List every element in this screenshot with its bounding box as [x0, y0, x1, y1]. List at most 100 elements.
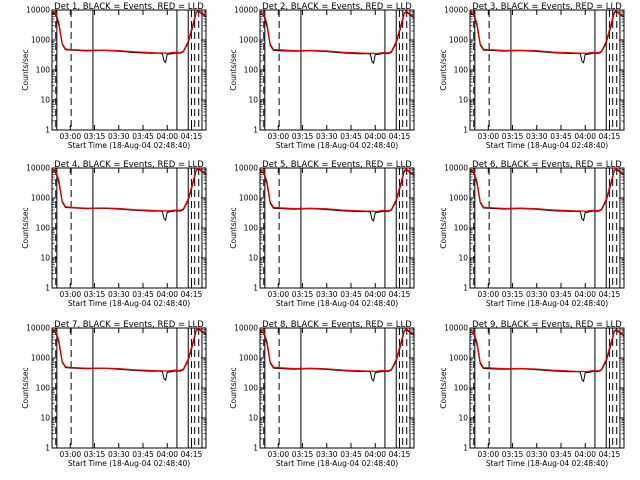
x-axis-label: Start Time (18-Aug-04 02:48:40) [486, 459, 608, 468]
y-tick-label: 10 [458, 96, 468, 105]
panel-title: Det 8, BLACK = Events, RED = LLD [262, 320, 412, 330]
x-tick-label: 04:15 [599, 290, 621, 299]
y-tick-label: 10000 [444, 6, 468, 15]
y-tick-label: 10 [40, 254, 50, 263]
x-tick-label: 04:15 [389, 132, 411, 141]
x-tick-label: 03:30 [526, 290, 548, 299]
panel-title: Det 7, BLACK = Events, RED = LLD [54, 320, 204, 330]
x-tick-label: 03:00 [267, 132, 289, 141]
x-axis-label: Start Time (18-Aug-04 02:48:40) [486, 299, 608, 308]
y-tick-label: 1 [253, 284, 258, 293]
lld-series-line [51, 9, 207, 54]
x-tick-label: 04:15 [389, 290, 411, 299]
lld-series-line [51, 327, 207, 372]
plot-frame [259, 9, 415, 131]
y-tick-label: 10000 [26, 164, 50, 173]
panel-title: Det 9, BLACK = Events, RED = LLD [472, 320, 622, 330]
y-tick-label: 100 [36, 66, 51, 75]
x-tick-label: 03:30 [316, 290, 338, 299]
x-tick-label: 04:00 [574, 450, 596, 459]
detector-panel: Det 9, BLACK = Events, RED = LLD 1 10 100 10… [439, 320, 625, 468]
y-axis-label: Counts/sec [21, 367, 30, 408]
y-tick-label: 10000 [234, 6, 258, 15]
plot-frame [51, 167, 207, 289]
y-tick-label: 1 [463, 444, 468, 453]
y-tick-label: 10 [248, 414, 258, 423]
y-tick-label: 1000 [449, 194, 468, 203]
x-tick-label: 03:45 [550, 290, 572, 299]
y-tick-label: 10 [248, 254, 258, 263]
x-tick-label: 03:30 [316, 450, 338, 459]
x-axis-label: Start Time (18-Aug-04 02:48:40) [276, 299, 398, 308]
x-tick-label: 03:15 [502, 290, 524, 299]
x-tick-label: 03:30 [108, 290, 130, 299]
y-tick-label: 100 [36, 384, 51, 393]
y-tick-label: 100 [244, 224, 259, 233]
events-series-line [469, 168, 625, 222]
y-tick-label: 100 [454, 66, 469, 75]
x-tick-label: 03:45 [132, 132, 154, 141]
x-tick-label: 04:00 [156, 132, 178, 141]
y-tick-label: 1 [45, 126, 50, 135]
x-tick-label: 04:00 [574, 132, 596, 141]
x-axis-label: Start Time (18-Aug-04 02:48:40) [486, 141, 608, 150]
x-tick-label: 03:30 [108, 132, 130, 141]
x-tick-label: 03:45 [340, 450, 362, 459]
y-axis-label: Counts/sec [439, 49, 448, 90]
y-tick-label: 1000 [449, 36, 468, 45]
events-series-line [259, 11, 415, 65]
x-tick-label: 03:45 [132, 450, 154, 459]
x-tick-label: 03:30 [526, 132, 548, 141]
x-tick-label: 03:00 [59, 132, 81, 141]
x-tick-label: 03:45 [132, 290, 154, 299]
y-tick-label: 10 [40, 414, 50, 423]
x-tick-label: 03:15 [292, 290, 314, 299]
y-tick-label: 100 [454, 224, 469, 233]
x-axis-label: Start Time (18-Aug-04 02:48:40) [68, 299, 190, 308]
x-tick-label: 04:00 [156, 290, 178, 299]
x-tick-label: 03:30 [316, 132, 338, 141]
y-tick-label: 10000 [26, 324, 50, 333]
x-tick-label: 03:00 [59, 290, 81, 299]
x-axis-label: Start Time (18-Aug-04 02:48:40) [68, 141, 190, 150]
y-tick-label: 10 [248, 96, 258, 105]
x-tick-label: 04:15 [181, 290, 203, 299]
plot-frame [469, 167, 625, 289]
x-tick-label: 03:00 [59, 450, 81, 459]
plot-frame [469, 9, 625, 131]
y-tick-label: 1000 [239, 194, 258, 203]
y-tick-label: 10000 [444, 164, 468, 173]
x-tick-label: 03:45 [550, 450, 572, 459]
y-tick-label: 10 [458, 414, 468, 423]
y-tick-label: 1 [45, 444, 50, 453]
detector-panel: Det 1, BLACK = Events, RED = LLD 1 10 100 10… [21, 2, 207, 150]
x-tick-label: 04:15 [181, 450, 203, 459]
y-tick-label: 1 [463, 126, 468, 135]
x-axis-label: Start Time (18-Aug-04 02:48:40) [68, 459, 190, 468]
events-series-line [469, 329, 625, 383]
lld-series-line [259, 168, 415, 213]
y-tick-label: 1000 [31, 36, 50, 45]
y-axis-label: Counts/sec [229, 207, 238, 248]
plot-frame [51, 327, 207, 449]
plot-frame [259, 327, 415, 449]
detector-panel: Det 4, BLACK = Events, RED = LLD 1 10 100 10… [21, 160, 207, 308]
x-tick-label: 04:15 [599, 132, 621, 141]
y-axis-label: Counts/sec [439, 207, 448, 248]
x-tick-label: 03:45 [550, 132, 572, 141]
x-tick-label: 03:15 [84, 290, 106, 299]
y-tick-label: 10 [40, 96, 50, 105]
detector-panel: Det 8, BLACK = Events, RED = LLD 1 10 100 10… [229, 320, 415, 468]
x-tick-label: 03:15 [292, 132, 314, 141]
plot-frame [51, 9, 207, 131]
events-series-line [51, 328, 207, 382]
x-tick-label: 03:15 [84, 450, 106, 459]
events-series-line [259, 169, 415, 222]
x-tick-label: 03:15 [292, 450, 314, 459]
x-tick-label: 04:00 [364, 450, 386, 459]
y-tick-label: 1 [463, 284, 468, 293]
panel-title: Det 6, BLACK = Events, RED = LLD [472, 160, 622, 170]
y-tick-label: 100 [36, 224, 51, 233]
lld-series-line [469, 168, 625, 213]
x-axis-label: Start Time (18-Aug-04 02:48:40) [276, 459, 398, 468]
